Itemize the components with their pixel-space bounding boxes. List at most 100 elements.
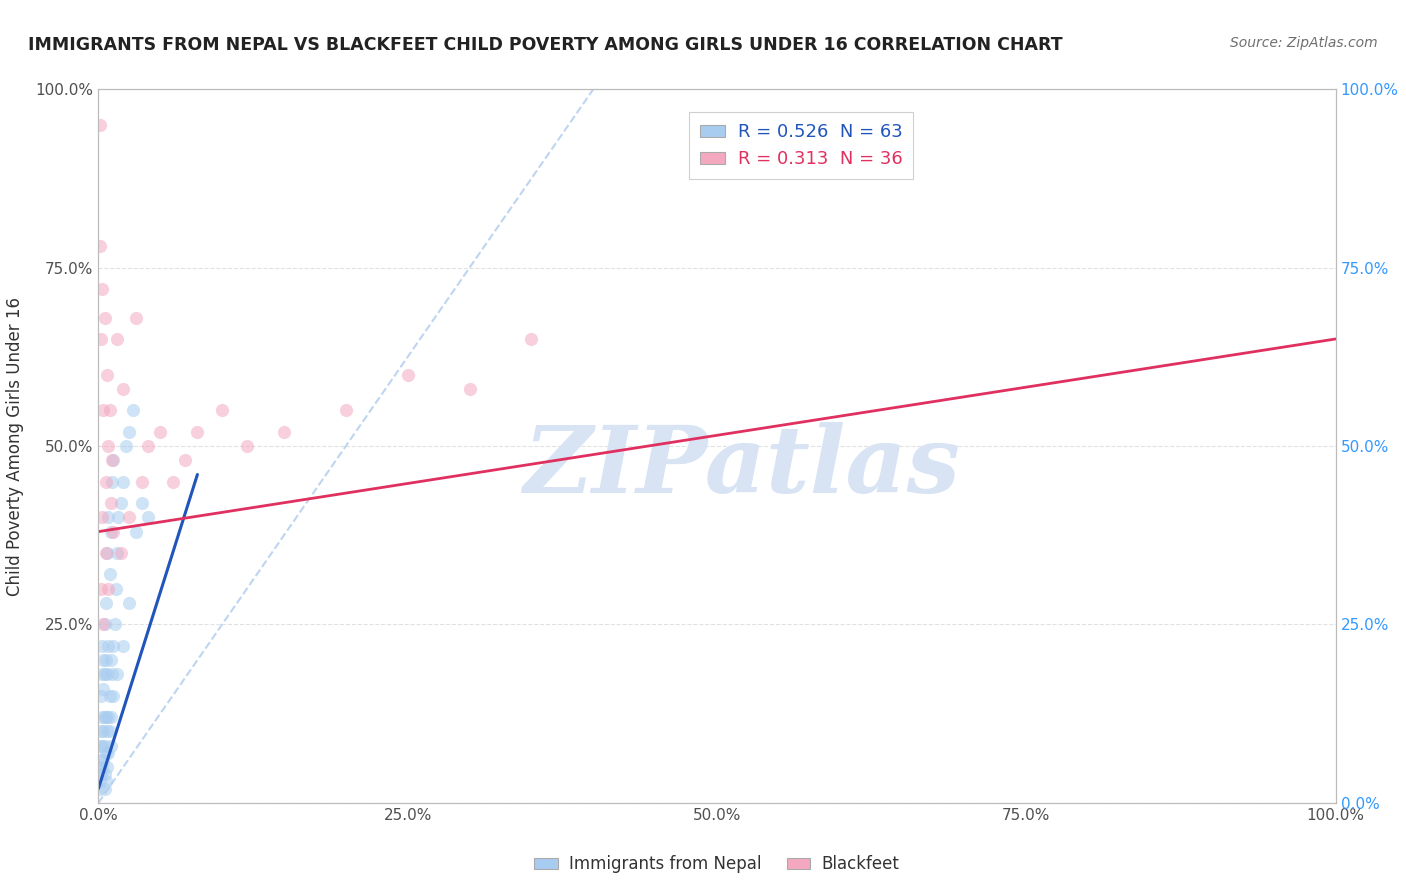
Point [98, 567, 121, 582]
Point [91, 510, 114, 524]
Point [136, 510, 159, 524]
Point [273, 425, 295, 439]
Point [97, 710, 120, 724]
Point [112, 382, 135, 396]
Point [124, 524, 146, 539]
Point [100, 739, 122, 753]
Point [97, 639, 120, 653]
Point [93, 681, 115, 696]
Point [236, 439, 259, 453]
Point [94, 774, 117, 789]
Point [94, 746, 117, 760]
Point [122, 403, 145, 417]
Point [107, 510, 129, 524]
Point [112, 639, 135, 653]
Point [124, 310, 146, 325]
Point [114, 439, 136, 453]
Point [90, 724, 112, 739]
Point [112, 475, 135, 489]
Point [90, 689, 112, 703]
Point [93, 781, 115, 796]
Point [97, 582, 120, 596]
Point [89, 774, 111, 789]
Point [101, 475, 124, 489]
Point [118, 596, 141, 610]
Point [87, 781, 110, 796]
Point [396, 368, 419, 382]
Point [94, 475, 117, 489]
Point [96, 546, 118, 560]
Text: ZIPatlas: ZIPatlas [523, 423, 960, 512]
Point [93, 710, 115, 724]
Point [131, 475, 153, 489]
Point [89, 760, 111, 774]
Point [118, 510, 141, 524]
Point [91, 282, 114, 296]
Point [186, 425, 208, 439]
Point [90, 332, 112, 346]
Point [90, 767, 112, 781]
Point [93, 653, 115, 667]
Y-axis label: Child Poverty Among Girls Under 16: Child Poverty Among Girls Under 16 [7, 296, 24, 596]
Point [90, 582, 112, 596]
Point [93, 767, 115, 781]
Point [94, 596, 117, 610]
Point [104, 582, 127, 596]
Text: IMMIGRANTS FROM NEPAL VS BLACKFEET CHILD POVERTY AMONG GIRLS UNDER 16 CORRELATIO: IMMIGRANTS FROM NEPAL VS BLACKFEET CHILD… [28, 36, 1063, 54]
Point [91, 739, 114, 753]
Point [96, 724, 118, 739]
Point [93, 753, 115, 767]
Point [100, 496, 122, 510]
Point [103, 453, 125, 467]
Point [149, 425, 172, 439]
Point [211, 403, 233, 417]
Point [110, 546, 132, 560]
Point [89, 739, 111, 753]
Point [96, 368, 118, 382]
Point [100, 710, 122, 724]
Point [162, 475, 184, 489]
Point [97, 510, 120, 524]
Point [131, 496, 153, 510]
Point [105, 667, 128, 681]
Point [89, 239, 111, 253]
Point [103, 639, 125, 653]
Point [98, 403, 121, 417]
Point [94, 653, 117, 667]
Point [91, 639, 114, 653]
Point [93, 403, 115, 417]
Point [98, 689, 121, 703]
Point [100, 653, 122, 667]
Point [97, 439, 120, 453]
Point [93, 739, 115, 753]
Point [103, 524, 125, 539]
Point [94, 546, 117, 560]
Point [96, 667, 118, 681]
Point [89, 118, 111, 132]
Point [520, 332, 543, 346]
Point [110, 496, 132, 510]
Point [93, 617, 115, 632]
Point [101, 667, 124, 681]
Point [174, 453, 197, 467]
Point [458, 382, 481, 396]
Point [93, 667, 115, 681]
Point [105, 332, 128, 346]
Point [93, 617, 115, 632]
Point [91, 667, 114, 681]
Point [118, 425, 141, 439]
Point [100, 524, 122, 539]
Point [103, 689, 125, 703]
Point [91, 760, 114, 774]
Point [97, 746, 120, 760]
Point [93, 310, 115, 325]
Point [91, 710, 114, 724]
Point [98, 724, 121, 739]
Point [101, 453, 124, 467]
Point [136, 439, 159, 453]
Point [105, 546, 128, 560]
Point [94, 710, 117, 724]
Point [93, 724, 115, 739]
Legend: Immigrants from Nepal, Blackfeet: Immigrants from Nepal, Blackfeet [527, 849, 907, 880]
Point [90, 753, 112, 767]
